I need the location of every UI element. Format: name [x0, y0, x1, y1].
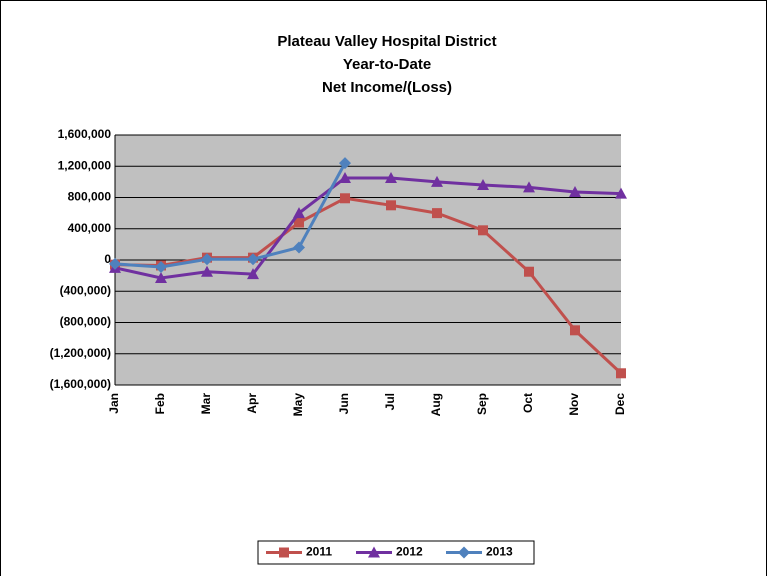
x-tick-label: Apr — [245, 393, 259, 414]
y-tick-label: 800,000 — [68, 190, 112, 204]
x-tick-label: Mar — [199, 393, 213, 415]
chart-title: Plateau Valley Hospital District — [277, 33, 496, 50]
marker — [477, 179, 489, 190]
marker — [615, 187, 627, 199]
chart-title: Year-to-Date — [343, 56, 431, 73]
marker — [340, 193, 350, 204]
marker — [386, 200, 396, 211]
marker — [570, 325, 580, 336]
x-tick-label: May — [291, 393, 305, 417]
marker — [339, 157, 351, 170]
x-tick-label: Jul — [383, 393, 397, 410]
marker — [294, 217, 304, 228]
series-line — [114, 162, 347, 269]
x-tick-label: Jun — [337, 393, 351, 414]
marker — [109, 257, 121, 270]
marker — [201, 265, 213, 277]
x-tick-label: Jan — [107, 393, 121, 414]
y-tick-label: 400,000 — [68, 221, 112, 235]
legend — [257, 540, 535, 565]
marker — [201, 253, 213, 266]
x-tick-label: Dec — [613, 393, 627, 415]
x-tick-label: Nov — [567, 393, 581, 416]
marker — [155, 271, 167, 283]
y-tick-label: (400,000) — [60, 283, 111, 297]
marker — [432, 208, 442, 219]
marker — [368, 546, 380, 558]
marker — [569, 186, 581, 198]
marker — [478, 225, 488, 236]
marker — [247, 268, 259, 280]
y-tick-label: 1,200,000 — [58, 158, 112, 172]
marker — [458, 546, 470, 559]
x-tick-label: Aug — [429, 393, 443, 416]
x-tick-label: Feb — [153, 393, 167, 414]
legend-label: 2012 — [396, 545, 423, 559]
legend-label: 2011 — [306, 545, 332, 559]
marker — [155, 261, 167, 274]
y-tick-label: (1,200,000) — [50, 346, 111, 360]
y-tick-label: 0 — [104, 252, 111, 266]
marker — [616, 368, 626, 379]
x-tick-label: Sep — [475, 393, 489, 415]
marker — [293, 241, 305, 254]
x-tick-label: Oct — [521, 393, 535, 413]
marker — [385, 171, 397, 183]
marker — [524, 266, 534, 277]
y-tick-label: 1,600,000 — [58, 127, 112, 141]
marker — [279, 547, 289, 558]
y-tick-label: (800,000) — [60, 315, 111, 329]
marker — [293, 207, 305, 219]
chart-title: Net Income/(Loss) — [322, 79, 452, 96]
marker — [431, 175, 443, 187]
series-line — [114, 176, 622, 280]
y-tick-label: (1,600,000) — [50, 377, 111, 391]
legend-label: 2013 — [486, 545, 513, 559]
marker — [523, 181, 535, 193]
marker — [247, 253, 259, 266]
marker — [339, 171, 351, 183]
series-line — [114, 196, 623, 375]
